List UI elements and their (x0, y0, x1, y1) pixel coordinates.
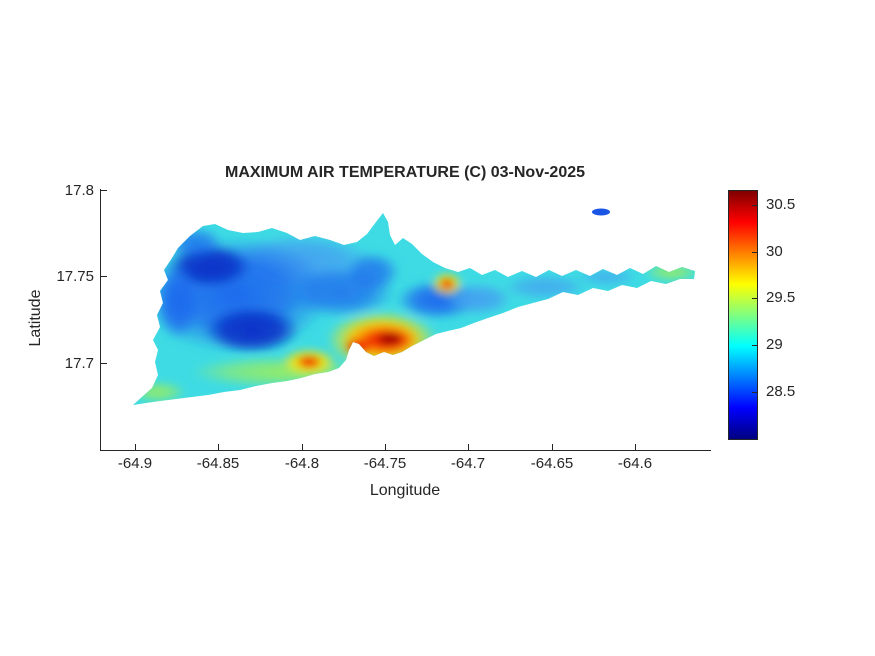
x-tick-mark (218, 444, 219, 450)
x-tick-label: -64.8 (284, 455, 320, 472)
colorbar-tick-label: 29.5 (766, 289, 796, 306)
colorbar-tick-label: 29 (766, 336, 783, 353)
colorbar-tick-label: 30 (766, 243, 783, 260)
x-tick-mark (468, 444, 469, 450)
figure-title: MAXIMUM AIR TEMPERATURE (C) 03-Nov-2025 (224, 164, 586, 181)
island-contour-fill (133, 213, 695, 405)
y-tick-mark (101, 363, 107, 364)
colorbar-tick-mark (752, 392, 757, 393)
y-tick-mark (101, 276, 107, 277)
x-tick-label: -64.6 (617, 455, 653, 472)
colorbar-tick-mark (752, 345, 757, 346)
x-tick-mark (635, 444, 636, 450)
x-tick-label: -64.85 (196, 455, 240, 472)
x-tick-label: -64.7 (450, 455, 486, 472)
offshore-islet (592, 208, 610, 216)
x-tick-label: -64.9 (117, 455, 153, 472)
x-axis-label: Longitude (369, 482, 441, 499)
x-tick-mark (302, 444, 303, 450)
colorbar-tick-mark (752, 205, 757, 206)
x-tick-mark (385, 444, 386, 450)
x-tick-mark (552, 444, 553, 450)
colorbar-tick-label: 28.5 (766, 383, 796, 400)
y-axis-label: Latitude (27, 289, 44, 347)
y-tick-mark (101, 190, 107, 191)
y-tick-label: 17.75 (56, 268, 94, 285)
x-axis-line (100, 450, 711, 451)
y-tick-label: 17.8 (64, 182, 94, 199)
colorbar-tick-mark (752, 252, 757, 253)
x-tick-label: -64.65 (530, 455, 574, 472)
colorbar-tick-mark (752, 298, 757, 299)
x-tick-mark (135, 444, 136, 450)
y-axis-line (100, 189, 101, 451)
colorbar-tick-label: 30.5 (766, 196, 796, 213)
colorbar (728, 190, 758, 440)
x-tick-label: -64.75 (363, 455, 407, 472)
y-tick-label: 17.7 (64, 355, 94, 372)
